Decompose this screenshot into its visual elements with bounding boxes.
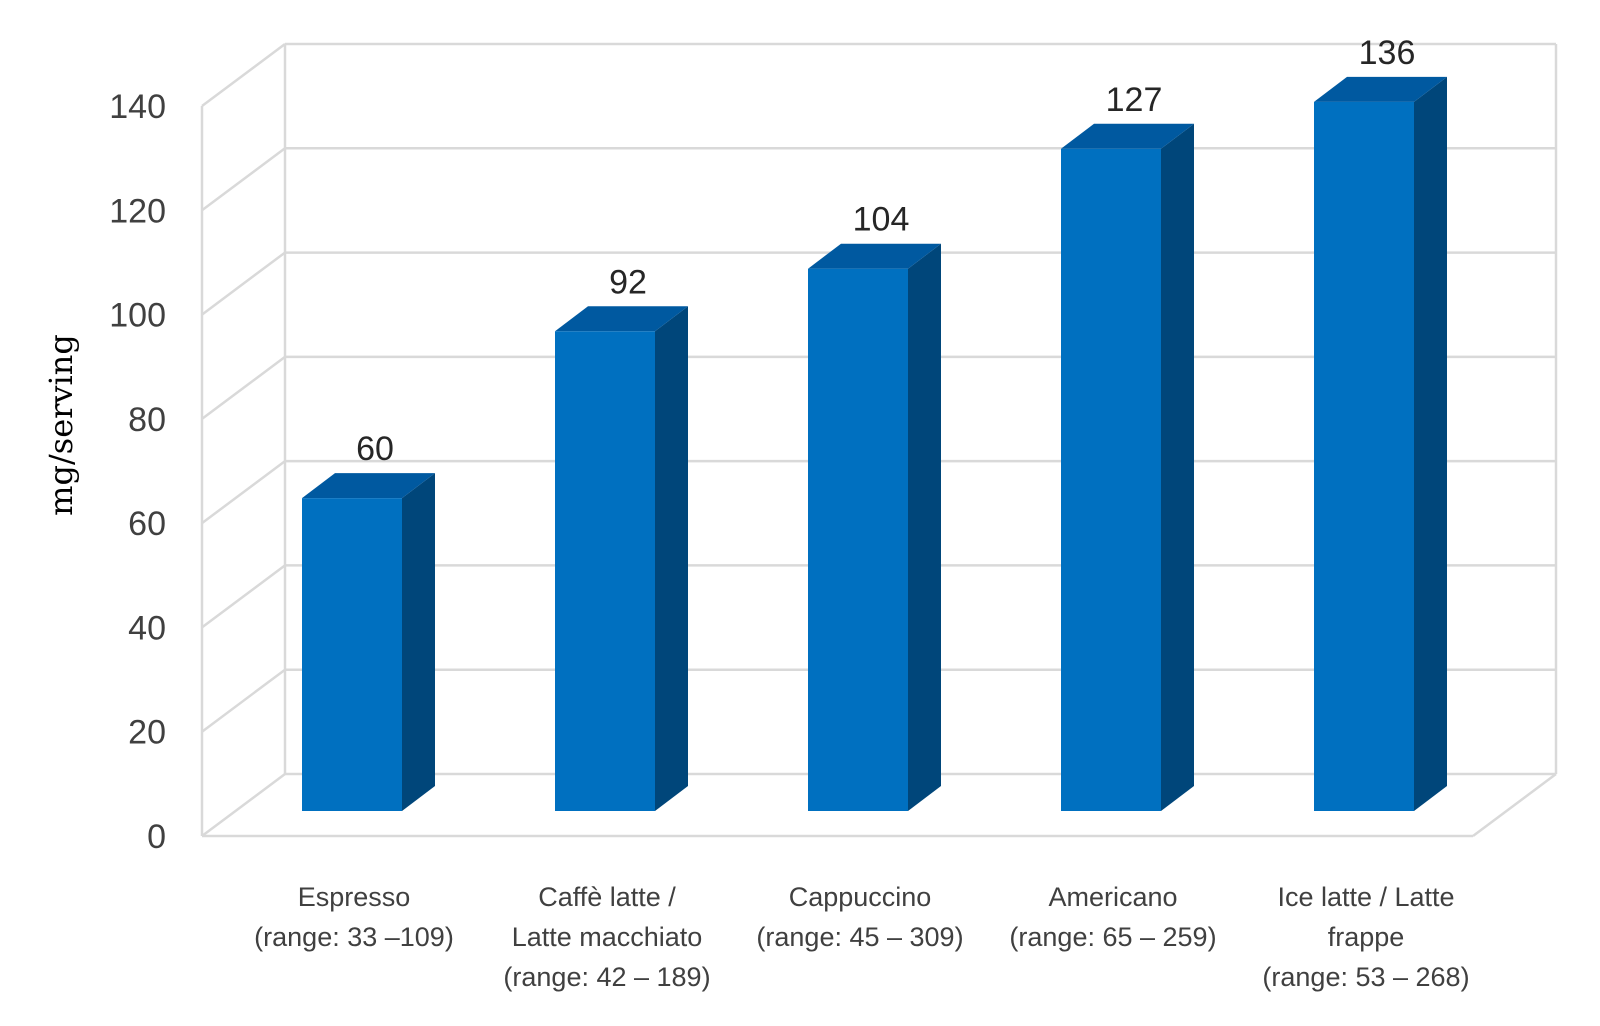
bar — [808, 243, 941, 811]
floor-right-edge — [1472, 772, 1557, 838]
gridline-side — [201, 355, 286, 420]
bar-top — [1061, 123, 1194, 149]
data-label: 104 — [853, 201, 910, 239]
bar-side — [1161, 123, 1194, 812]
x-category-label: Americano (range: 65 – 259) — [1009, 882, 1216, 952]
y-tick-label: 120 — [109, 192, 166, 230]
bars — [302, 76, 1447, 812]
y-tick-label: 0 — [147, 818, 166, 856]
gridline-side — [201, 147, 286, 212]
data-label: 60 — [356, 430, 394, 468]
bar-side — [402, 473, 435, 811]
bar-front — [1061, 148, 1161, 812]
x-axis-categories: Espresso (range: 33 –109) Caffè latte / Lat… — [254, 882, 1469, 992]
bar-front — [302, 498, 402, 811]
bar — [555, 306, 688, 811]
y-tick-label: 40 — [128, 609, 166, 647]
bar — [1061, 123, 1194, 812]
x-category-label: Ice latte / Latte frappe (range: 53 – 268) — [1262, 882, 1469, 992]
y-tick-label: 80 — [128, 401, 166, 439]
bar-front — [555, 331, 655, 811]
y-tick-label: 60 — [128, 505, 166, 543]
data-label: 127 — [1106, 81, 1163, 119]
y-tick-label: 100 — [109, 297, 166, 335]
bar-top — [808, 243, 941, 269]
gridline-side — [201, 460, 286, 525]
bar — [1314, 76, 1447, 812]
y-tick-label: 140 — [109, 88, 166, 126]
gridline-side — [201, 668, 286, 733]
bar-front — [1314, 101, 1414, 812]
bar-side — [908, 243, 941, 811]
data-label: 136 — [1359, 34, 1416, 72]
y-tick-label: 20 — [128, 714, 166, 752]
gridline-side — [201, 42, 286, 108]
bar-front — [808, 268, 908, 811]
gridline-side — [201, 251, 286, 316]
bar — [302, 473, 435, 811]
y-axis-ticks: 0 20 40 60 80 100 120 140 — [109, 88, 166, 856]
y-axis-label: mg/serving — [42, 334, 80, 516]
bar-side — [655, 306, 688, 811]
bar-side — [1414, 76, 1447, 812]
x-category-label: Caffè latte / Latte macchiato (range: 42 –… — [503, 882, 710, 992]
bar-top — [555, 306, 688, 332]
bar-top — [1314, 76, 1447, 102]
x-category-label: Espresso (range: 33 –109) — [254, 882, 454, 952]
data-label: 92 — [609, 263, 647, 301]
data-labels: 60 92 104 127 136 — [356, 34, 1415, 468]
gridline-side — [201, 564, 286, 629]
bar-top — [302, 473, 435, 499]
gridline-side — [201, 772, 286, 838]
x-category-label: Cappuccino (range: 45 – 309) — [756, 882, 963, 952]
